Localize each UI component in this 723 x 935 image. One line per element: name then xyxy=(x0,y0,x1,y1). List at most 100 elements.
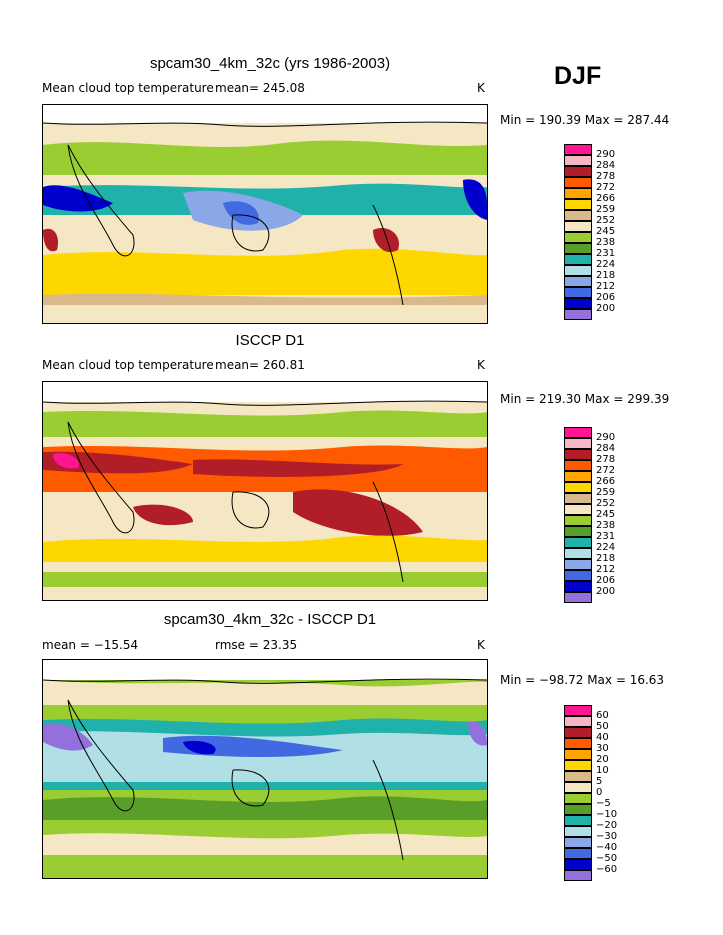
legend-swatch xyxy=(564,460,592,471)
legend-swatch xyxy=(564,493,592,504)
legend-label: 290 xyxy=(596,432,616,443)
panel-3-minmax: Min = −98.72 Max = 16.63 xyxy=(500,673,665,687)
legend-label: −40 xyxy=(596,842,618,853)
legend-label: 259 xyxy=(596,487,616,498)
panel-1-mean-label: mean= 245.08 xyxy=(215,81,305,95)
legend-label: 206 xyxy=(596,575,616,586)
legend-swatch xyxy=(564,749,592,760)
legend-label: 259 xyxy=(596,204,616,215)
panel-3-map xyxy=(42,659,488,879)
legend-label: 40 xyxy=(596,732,609,743)
legend-swatch xyxy=(564,309,592,320)
panel-3-units: K xyxy=(477,638,485,652)
legend-swatch xyxy=(564,166,592,177)
legend-label: 245 xyxy=(596,226,616,237)
legend-swatch xyxy=(564,738,592,749)
legend-swatch xyxy=(564,427,592,438)
panel-1-units: K xyxy=(477,81,485,95)
legend-swatch xyxy=(564,705,592,716)
panel-2-legend: 290 284 278 272 266 259 252 245 238 231 224 218 212 2… xyxy=(564,427,624,603)
legend-label: 252 xyxy=(596,215,616,226)
legend-label: 10 xyxy=(596,765,609,776)
legend-label: 224 xyxy=(596,259,616,270)
legend-swatch xyxy=(564,526,592,537)
legend-swatch xyxy=(564,793,592,804)
legend-label: 0 xyxy=(596,787,603,798)
legend-swatch xyxy=(564,548,592,559)
legend-swatch xyxy=(564,537,592,548)
legend-label: 284 xyxy=(596,443,616,454)
panel-3-mean-label: mean = −15.54 xyxy=(42,638,139,652)
panel-1-legend: 290 284 278 272 266 259 252 245 238 231 224 218 212 2… xyxy=(564,144,624,320)
legend-swatch xyxy=(564,859,592,870)
legend-swatch xyxy=(564,504,592,515)
legend-label: 206 xyxy=(596,292,616,303)
legend-swatch xyxy=(564,592,592,603)
legend-swatch xyxy=(564,559,592,570)
legend-label: 278 xyxy=(596,171,616,182)
legend-label: 238 xyxy=(596,520,616,531)
legend-swatch xyxy=(564,438,592,449)
panel-1-title: spcam30_4km_32c (yrs 1986-2003) xyxy=(149,55,391,72)
legend-label: 272 xyxy=(596,182,616,193)
legend-swatch xyxy=(564,265,592,276)
legend-swatch xyxy=(564,837,592,848)
legend-swatch xyxy=(564,848,592,859)
legend-swatch xyxy=(564,449,592,460)
panel-3-legend: 60 50 40 30 20 10 5 0 −5 −10 −20 −30 −40 −50 −60 xyxy=(564,705,624,881)
legend-label: −10 xyxy=(596,809,618,820)
legend-label: 224 xyxy=(596,542,616,553)
legend-swatch xyxy=(564,254,592,265)
legend-swatch xyxy=(564,727,592,738)
legend-swatch xyxy=(564,515,592,526)
legend-swatch xyxy=(564,221,592,232)
season-label: DJF xyxy=(554,62,602,90)
panel-1-minmax: Min = 190.39 Max = 287.44 xyxy=(500,113,670,127)
legend-swatch xyxy=(564,471,592,482)
legend-label: 200 xyxy=(596,586,616,597)
legend-label: 231 xyxy=(596,248,616,259)
legend-label: −30 xyxy=(596,831,618,842)
legend-swatch xyxy=(564,287,592,298)
panel-2-variable-label: Mean cloud top temperature xyxy=(42,358,214,372)
legend-label: 252 xyxy=(596,498,616,509)
legend-swatch xyxy=(564,276,592,287)
legend-label: 266 xyxy=(596,476,616,487)
legend-swatch xyxy=(564,570,592,581)
legend-swatch xyxy=(564,815,592,826)
panel-2-units: K xyxy=(477,358,485,372)
legend-swatch xyxy=(564,243,592,254)
legend-swatch xyxy=(564,482,592,493)
legend-label: 212 xyxy=(596,564,616,575)
panel-2-minmax: Min = 219.30 Max = 299.39 xyxy=(500,392,670,406)
legend-swatch xyxy=(564,782,592,793)
panel-1-variable-label: Mean cloud top temperature xyxy=(42,81,214,95)
legend-label: 218 xyxy=(596,553,616,564)
legend-label: 284 xyxy=(596,160,616,171)
panel-1-map xyxy=(42,104,488,324)
legend-label: −5 xyxy=(596,798,611,809)
legend-swatch xyxy=(564,826,592,837)
legend-swatch xyxy=(564,870,592,881)
legend-label: 238 xyxy=(596,237,616,248)
legend-label: 212 xyxy=(596,281,616,292)
legend-swatch xyxy=(564,144,592,155)
legend-label: −60 xyxy=(596,864,618,875)
legend-label: 20 xyxy=(596,754,609,765)
panel-2-title: ISCCP D1 xyxy=(235,332,305,349)
panel-3-rmse-label: rmse = 23.35 xyxy=(215,638,298,652)
legend-swatch xyxy=(564,716,592,727)
legend-label: −20 xyxy=(596,820,618,831)
legend-swatch xyxy=(564,188,592,199)
legend-label: 50 xyxy=(596,721,609,732)
legend-label: 30 xyxy=(596,743,609,754)
legend-swatch xyxy=(564,155,592,166)
legend-swatch xyxy=(564,232,592,243)
legend-swatch xyxy=(564,177,592,188)
legend-swatch xyxy=(564,199,592,210)
legend-label: 245 xyxy=(596,509,616,520)
legend-swatch xyxy=(564,804,592,815)
legend-label: 5 xyxy=(596,776,603,787)
legend-label: 60 xyxy=(596,710,609,721)
legend-label: 278 xyxy=(596,454,616,465)
